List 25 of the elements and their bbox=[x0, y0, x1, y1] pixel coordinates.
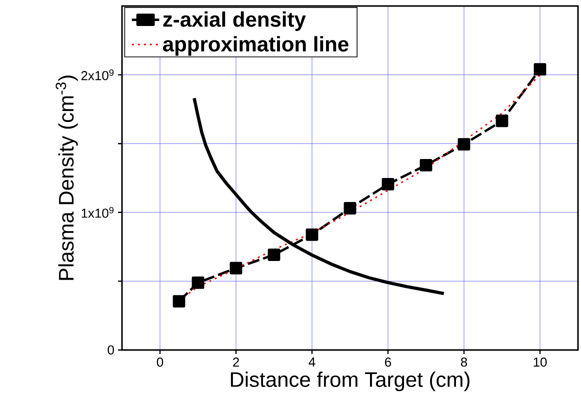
x-tick-label: 0 bbox=[156, 358, 164, 367]
point bbox=[382, 178, 394, 190]
point bbox=[230, 262, 242, 274]
legend-label: approximation line bbox=[163, 36, 348, 56]
y-tick-label: 2x10$^{9}$ bbox=[81, 69, 114, 80]
point bbox=[344, 202, 356, 214]
point bbox=[534, 63, 546, 76]
point bbox=[268, 248, 280, 261]
x-axis-title: Distance from Target (cm) bbox=[230, 372, 470, 392]
point bbox=[496, 114, 508, 128]
x-tick-label: 6 bbox=[385, 358, 392, 367]
point bbox=[192, 276, 204, 289]
y-axis-title: Plasma Density (cm$^{-3}$) bbox=[56, 76, 78, 280]
x-tick-label: 2 bbox=[233, 358, 239, 367]
point bbox=[458, 138, 470, 150]
point bbox=[172, 295, 186, 308]
x-tick-label: 10 bbox=[534, 358, 547, 367]
point bbox=[420, 158, 432, 172]
line-series bbox=[192, 96, 446, 296]
y-tick-label: 0 bbox=[108, 345, 114, 355]
y-tick-label: 1x10$^{9}$ bbox=[82, 206, 114, 218]
legend-label: z-axial density bbox=[163, 11, 306, 32]
point bbox=[306, 228, 318, 241]
x-tick-label: 4 bbox=[308, 358, 316, 366]
x-tick-label: 8 bbox=[460, 358, 468, 367]
